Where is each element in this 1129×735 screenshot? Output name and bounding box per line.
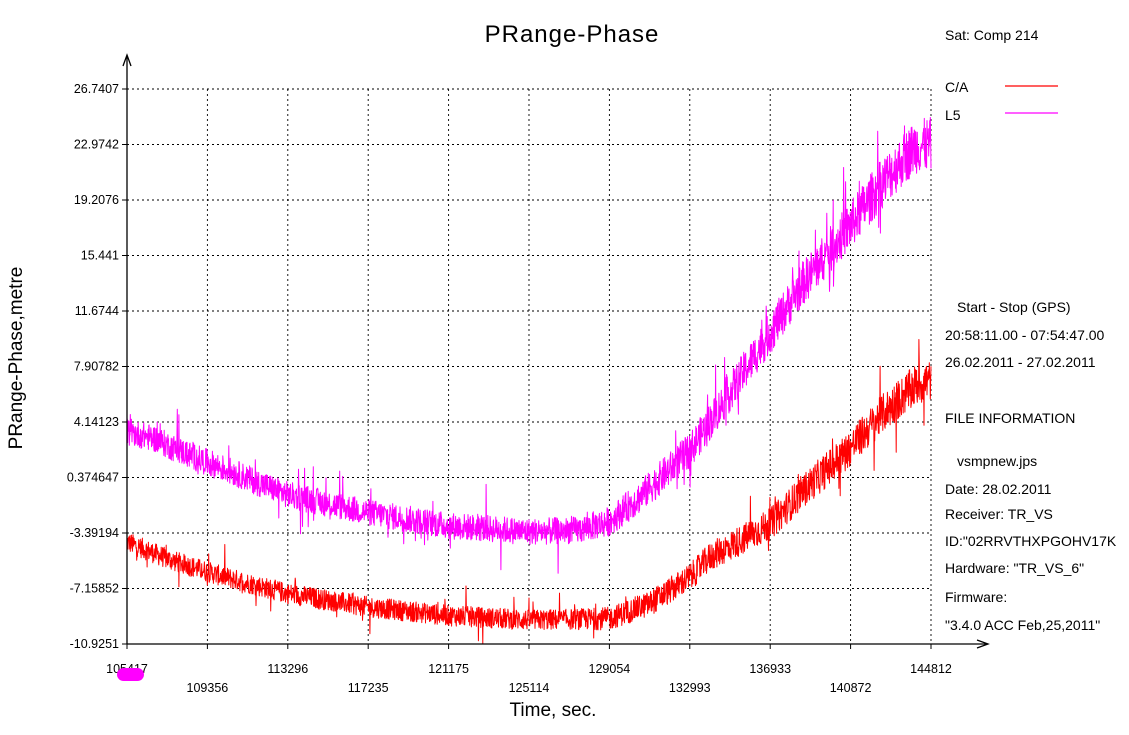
- file-name: vsmpnew.jps: [957, 453, 1037, 469]
- x-tick-label: 117235: [348, 681, 389, 695]
- firmware-label: Firmware:: [945, 589, 1007, 605]
- time-range: 20:58:11.00 - 07:54:47.00: [945, 327, 1105, 343]
- legend: Sat: Comp 214 C/A L5: [945, 27, 1058, 123]
- y-tick-label: -3.39194: [70, 526, 119, 540]
- series-layer: [126, 117, 932, 645]
- y-tick-label: 4.14123: [74, 415, 119, 429]
- legend-label-l5: L5: [945, 107, 961, 123]
- y-tick-label: 26.7407: [74, 82, 119, 96]
- grid-lines: [127, 88, 932, 644]
- file-date: Date: 28.02.2011: [945, 481, 1052, 497]
- y-axis-label: PRange-Phase,metre: [6, 267, 27, 450]
- series-c-a: [126, 339, 932, 645]
- y-tick-label: 15.441: [81, 249, 119, 263]
- x-tick-label: 136933: [749, 662, 791, 676]
- y-tick-label: 7.90782: [74, 360, 119, 374]
- x-tick-label: 144812: [910, 662, 952, 676]
- y-tick-label: 22.9742: [74, 138, 119, 152]
- receiver-id: ID:"02RRVTHXPGOHV17K: [945, 533, 1117, 549]
- y-tick-label: 19.2076: [74, 193, 119, 207]
- receiver: Receiver: TR_VS: [945, 506, 1053, 522]
- y-tick-label: 0.374647: [67, 471, 119, 485]
- chart-title: PRange-Phase: [485, 21, 660, 48]
- x-tick-label: 109356: [187, 681, 229, 695]
- y-tick-labels: 26.7407 22.9742 19.2076 15.441 11.6744 7.9078…: [67, 82, 119, 651]
- date-range: 26.02.2011 - 27.02.2011: [945, 354, 1096, 370]
- hardware: Hardware: "TR_VS_6": [945, 560, 1084, 576]
- series-l5: [126, 117, 932, 574]
- y-tick-label: -7.15852: [70, 582, 119, 596]
- legend-label-ca: C/A: [945, 79, 969, 95]
- y-axis-arrow: [122, 53, 132, 67]
- file-info-title: FILE INFORMATION: [945, 410, 1075, 426]
- x-tick-label: 113296: [267, 662, 308, 676]
- x-tick-label: 125114: [509, 681, 550, 695]
- x-tick-label: 121175: [428, 662, 469, 676]
- x-axis-label: Time, sec.: [510, 700, 597, 721]
- y-tick-label: 11.6744: [75, 304, 119, 318]
- axes: [122, 53, 990, 649]
- x-tick-label: 132993: [669, 681, 711, 695]
- info-panel: Start - Stop (GPS) 20:58:11.00 - 07:54:4…: [945, 299, 1117, 633]
- period-title: Start - Stop (GPS): [957, 299, 1071, 315]
- x-tick-labels: 1054171093561132961172351211751251141290…: [106, 662, 952, 695]
- x-tick-label: 140872: [830, 681, 872, 695]
- y-tick-label: -10.9251: [70, 637, 119, 651]
- scroll-marker[interactable]: [117, 668, 144, 681]
- legend-title: Sat: Comp 214: [945, 27, 1039, 43]
- x-tick-label: 129054: [589, 662, 631, 676]
- x-axis-arrow: [976, 639, 990, 649]
- firmware-value: "3.4.0 ACC Feb,25,2011": [945, 617, 1100, 633]
